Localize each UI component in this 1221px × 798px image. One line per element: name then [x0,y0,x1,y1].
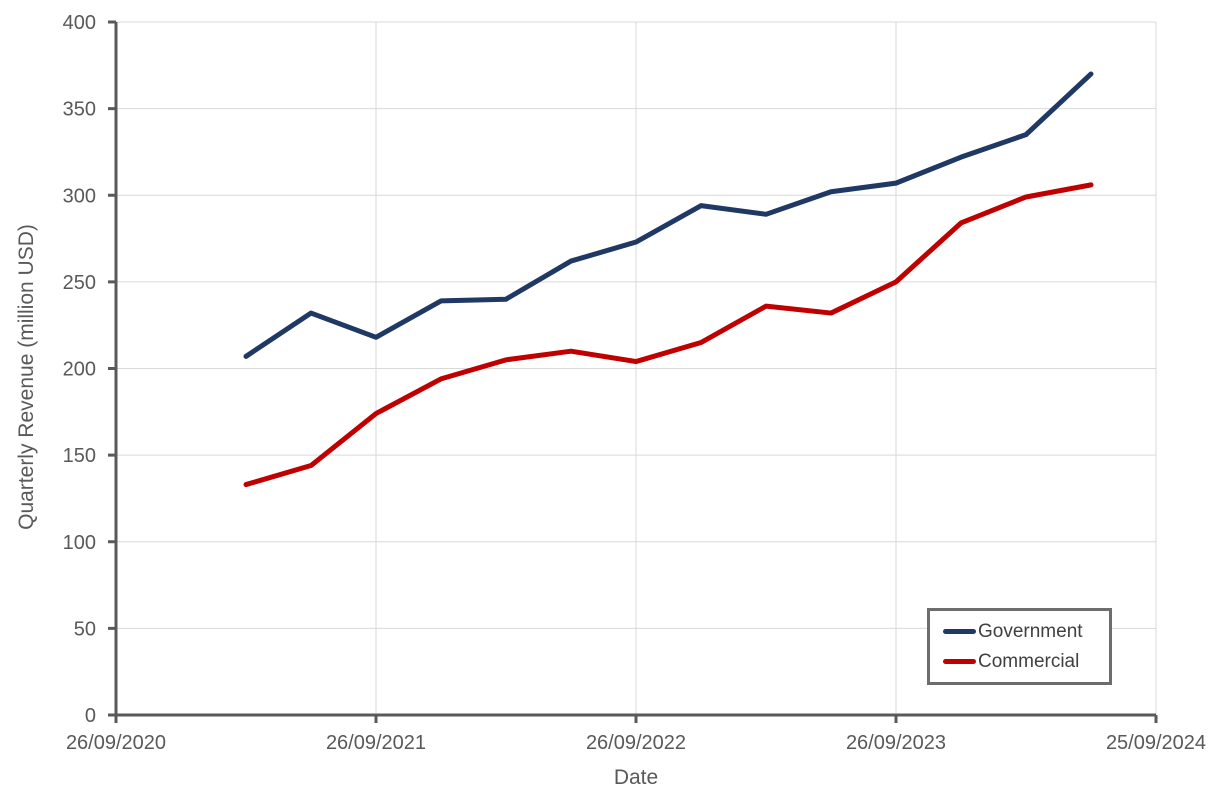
y-tick-label: 400 [63,12,96,34]
x-axis-title: Date [613,766,659,789]
y-tick-label: 300 [63,185,96,207]
y-tick-label: 350 [63,99,96,121]
y-tick-label: 150 [63,445,96,467]
y-tick-label: 50 [74,618,96,640]
x-tick-label: 26/09/2022 [586,732,686,754]
y-axis-title: Quarterly Revenue (million USD) [15,224,38,530]
legend-swatch-government [943,629,976,634]
x-tick-label: 26/09/2021 [326,732,426,754]
legend-item: Government [943,622,1109,641]
y-tick-label: 100 [63,532,96,554]
x-tick-label: 25/09/2024 [1106,732,1206,754]
legend-label: Government [978,621,1083,642]
y-tick-label: 250 [63,272,96,294]
y-tick-label: 0 [85,705,96,727]
x-tick-label: 26/09/2020 [66,732,166,754]
x-tick-label: 26/09/2023 [846,732,946,754]
legend-swatch-commercial [943,659,976,664]
legend-item: Commercial [943,652,1109,671]
series-line-commercial [243,182,1094,488]
legend-label: Commercial [978,651,1080,672]
series-line-government [243,71,1094,359]
legend: Government Commercial [927,608,1112,685]
y-tick-label: 200 [63,359,96,381]
